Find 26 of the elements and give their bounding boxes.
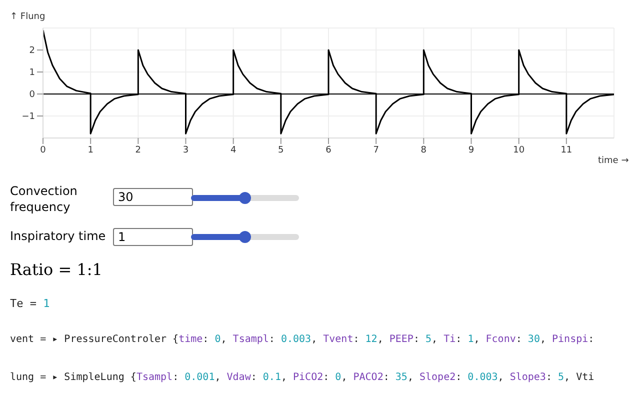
x-tick-label: 10 (513, 145, 525, 156)
x-tick-label: 3 (182, 145, 189, 156)
x-tick-label: 5 (278, 145, 284, 156)
y-tick-label: 2 (29, 46, 35, 56)
x-tick-label: 6 (326, 145, 332, 156)
x-axis-title: time → (598, 156, 629, 166)
text: Convection frequency (10, 183, 78, 215)
text: lung = ▸ SimpleLung {Tsampl: 0.001, Vdaw: 0.1, PiCO2: 0, PACO2: 35, Slope2: 0.003, Slope3: 5, Vti (10, 372, 594, 383)
text: Ratio = 1:1 (10, 260, 102, 279)
x-tick-label: 9 (468, 145, 474, 156)
x-tick-label: 2 (135, 145, 142, 156)
y-axis-title: ↑ Flung (10, 12, 46, 22)
x-tick-label: 7 (373, 145, 379, 156)
y-tick-label: 1 (29, 68, 35, 78)
text: 1 (113, 228, 193, 246)
y-tick-label: 0 (29, 90, 36, 100)
x-tick-label: 0 (40, 145, 46, 156)
text: Inspiratory time (10, 229, 106, 243)
x-tick-label: 8 (420, 145, 427, 156)
x-tick-label: 4 (230, 145, 236, 156)
text: 30 (113, 188, 193, 206)
y-tick-label: −1 (22, 112, 35, 122)
x-tick-label: 11 (560, 145, 572, 156)
x-tick-label: 1 (88, 145, 94, 156)
text: vent = ▸ PressureControler {time: 0, Tsampl: 0.003, Tvent: 12, PEEP: 5, Ti: 1, Fconv: 30, Pinspi: (10, 334, 594, 345)
text: Te = 1 (10, 297, 50, 310)
